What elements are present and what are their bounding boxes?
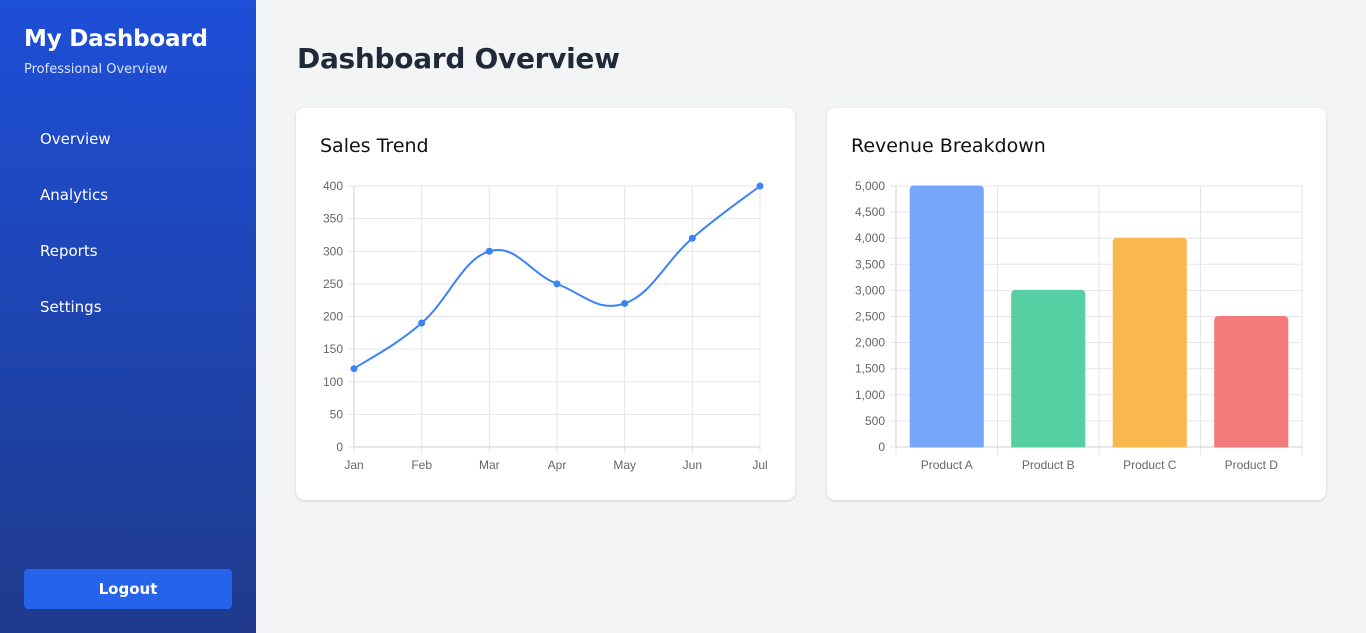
y-tick-label: 300 [323, 244, 343, 258]
sales-trend-card: Sales Trend 0 50 100 150 200 250 300 350 400 Jan F… [296, 108, 795, 500]
card-title-revenue-breakdown: Revenue Breakdown [851, 135, 1046, 157]
sales-data-point [485, 247, 493, 255]
x-tick-label: Apr [548, 458, 567, 472]
x-tick-label: Product B [1022, 458, 1075, 472]
y-tick-label: 4,000 [855, 231, 885, 245]
y-tick-label: 1,000 [855, 388, 885, 402]
y-tick-label: 4,500 [855, 205, 885, 219]
y-tick-label: 250 [323, 277, 343, 291]
sidebar-item-reports[interactable]: Reports [40, 242, 98, 260]
y-tick-label: 400 [323, 179, 343, 193]
y-tick-label: 1,500 [855, 362, 885, 376]
sidebar-item-settings[interactable]: Settings [40, 298, 102, 316]
y-tick-label: 2,000 [855, 336, 885, 350]
page-title: Dashboard Overview [297, 42, 620, 75]
sales-data-point [553, 280, 561, 288]
x-tick-label: Jul [752, 458, 767, 472]
y-tick-label: 350 [323, 212, 343, 226]
brand-subtitle: Professional Overview [24, 62, 168, 77]
revenue-bar [909, 185, 984, 448]
x-tick-label: Product A [921, 458, 973, 472]
revenue-breakdown-chart: 0 500 1,000 1,500 2,000 2,500 3,000 3,500 4,000 4… [855, 179, 1303, 472]
sidebar-item-overview[interactable]: Overview [40, 130, 111, 148]
logout-button[interactable]: Logout [24, 569, 232, 609]
x-tick-label: Jun [683, 458, 702, 472]
sales-data-point [418, 319, 426, 327]
y-tick-label: 50 [330, 407, 344, 421]
y-tick-label: 200 [323, 310, 343, 324]
y-tick-label: 3,500 [855, 257, 885, 271]
sidebar-item-analytics[interactable]: Analytics [40, 186, 109, 204]
x-tick-label: Mar [479, 458, 500, 472]
sales-data-point [350, 365, 358, 373]
y-tick-label: 100 [323, 375, 343, 389]
sales-data-point [621, 299, 629, 307]
sidebar: My Dashboard Professional Overview Overv… [0, 0, 256, 633]
x-tick-label: Product C [1123, 458, 1177, 472]
y-tick-label: 0 [878, 440, 885, 454]
y-tick-label: 150 [323, 342, 343, 356]
y-tick-label: 500 [865, 414, 885, 428]
revenue-bar [1011, 289, 1086, 448]
sidebar-nav: Overview Analytics Reports Settings [24, 116, 232, 340]
x-tick-label: Jan [344, 458, 363, 472]
y-tick-label: 2,500 [855, 310, 885, 324]
revenue-bar [1112, 237, 1187, 448]
x-tick-label: Feb [411, 458, 432, 472]
brand-title: My Dashboard [24, 26, 208, 52]
y-tick-label: 0 [336, 440, 343, 454]
revenue-breakdown-card: Revenue Breakdown 0 500 1,000 1,500 2,000 2,5… [827, 108, 1326, 500]
sales-data-point [688, 234, 696, 242]
y-tick-label: 5,000 [855, 179, 885, 193]
revenue-bar [1214, 316, 1289, 448]
sales-data-point [756, 182, 764, 190]
x-tick-label: Product D [1225, 458, 1279, 472]
sales-trend-chart: 0 50 100 150 200 250 300 350 400 Jan Feb Mar Apr May J… [323, 179, 768, 472]
card-title-sales-trend: Sales Trend [320, 135, 429, 157]
x-tick-label: May [613, 458, 636, 472]
y-tick-label: 3,000 [855, 283, 885, 297]
